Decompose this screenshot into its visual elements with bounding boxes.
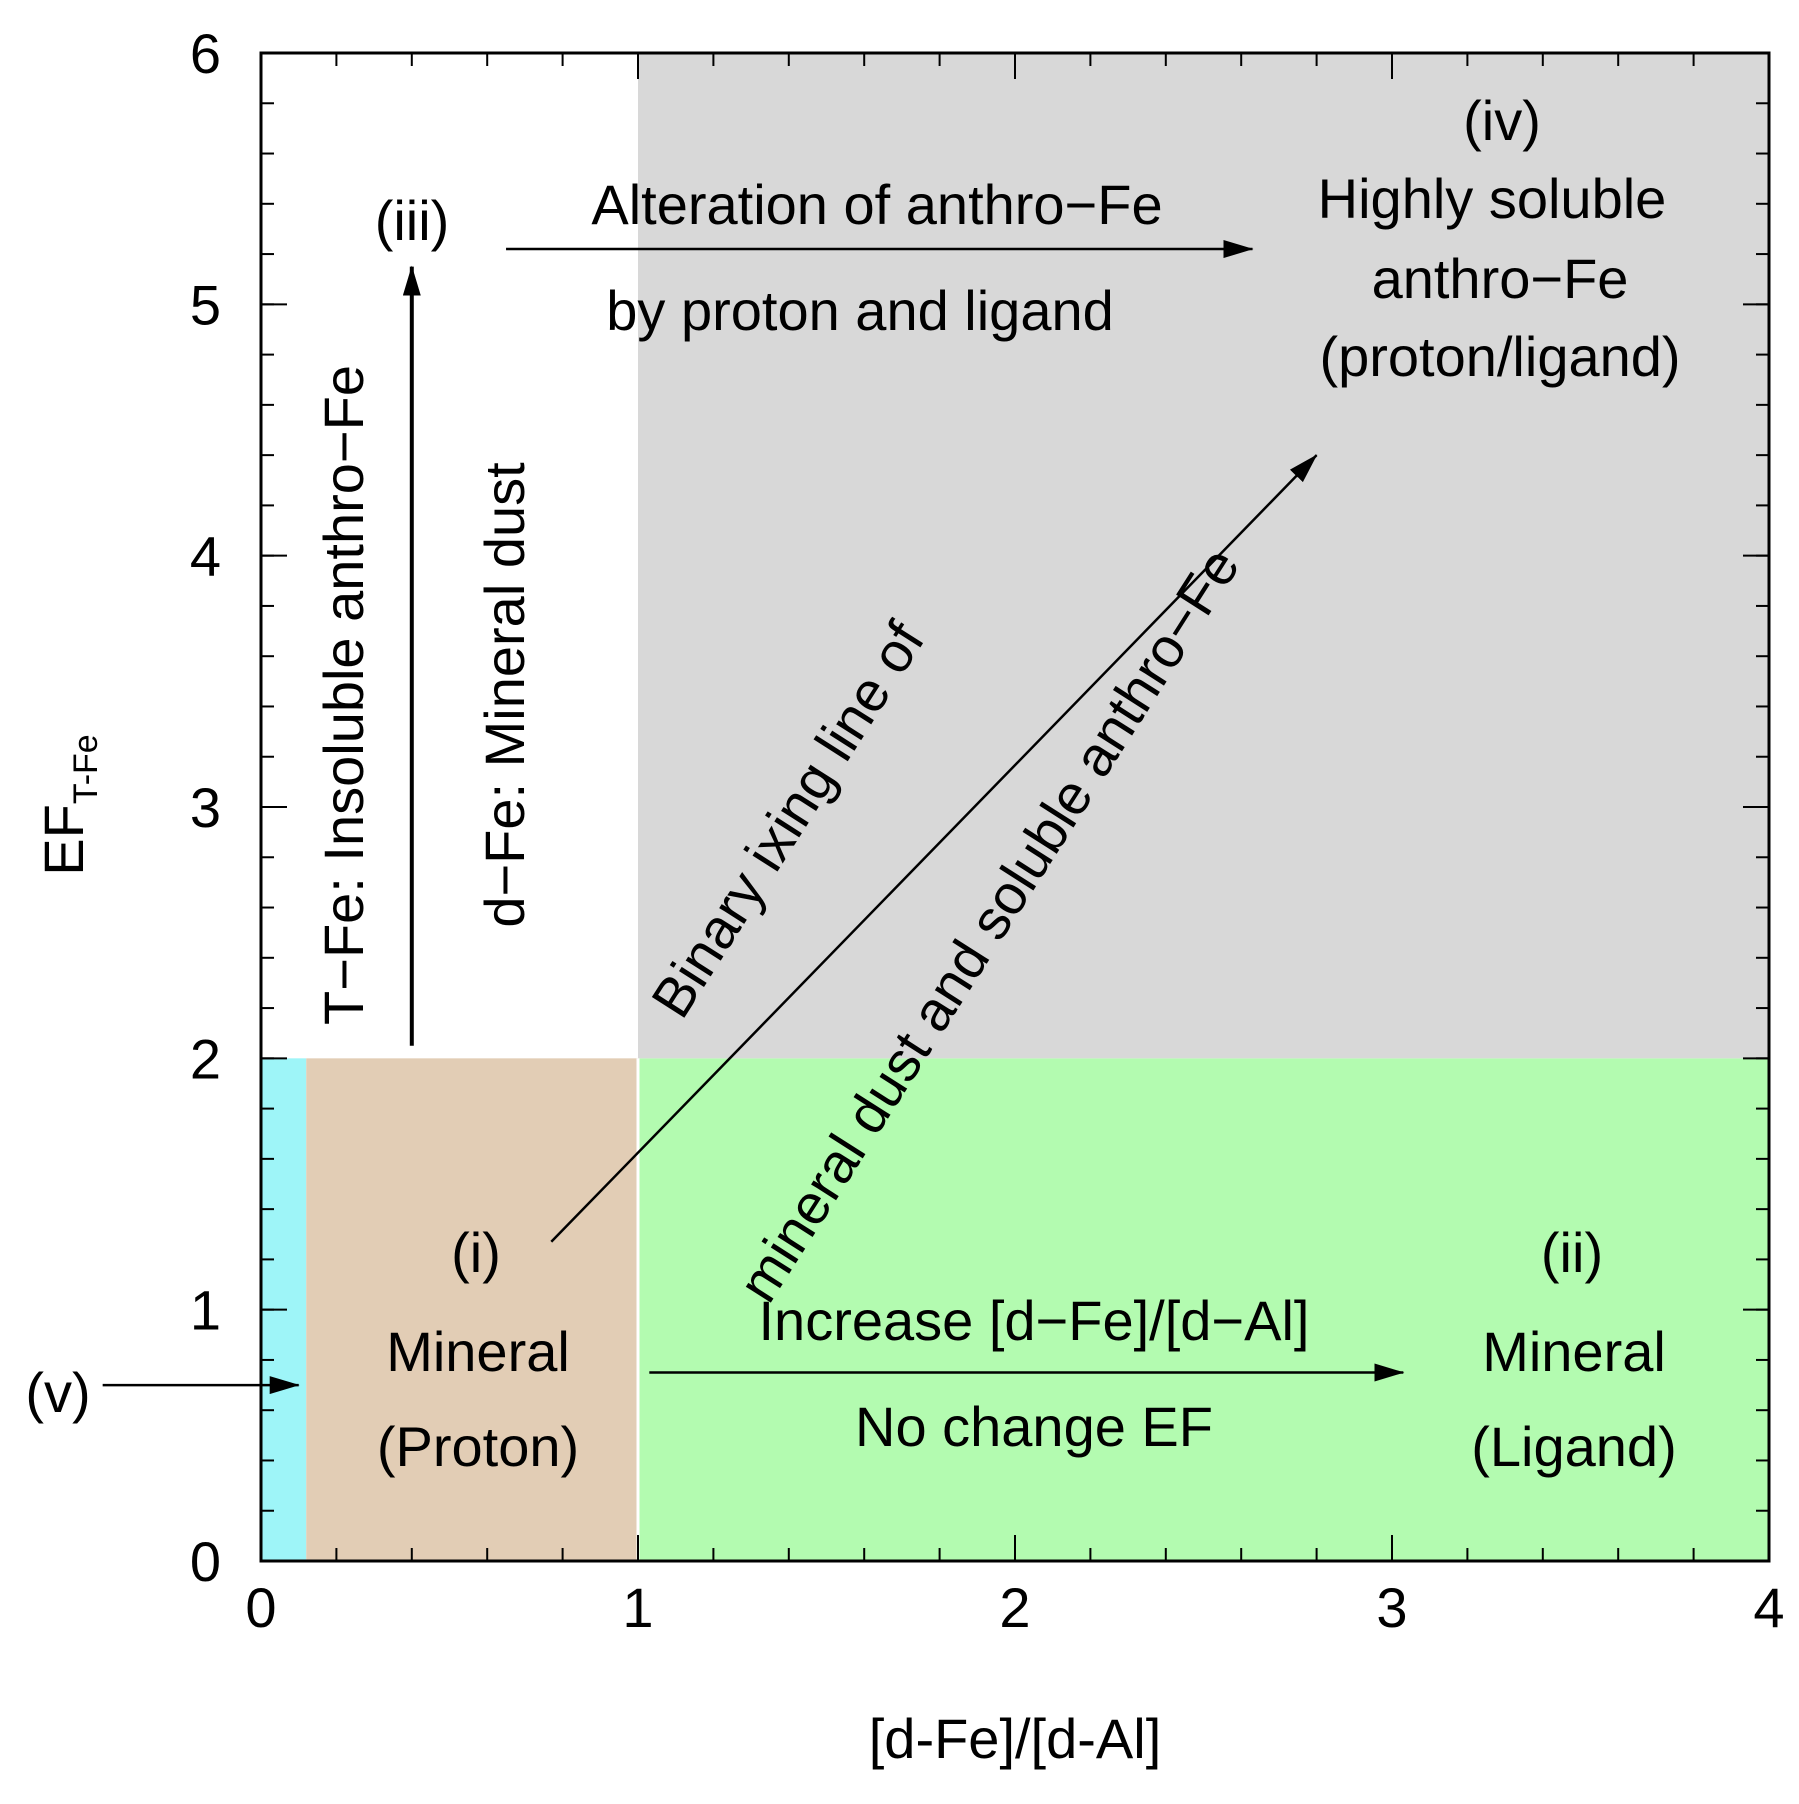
region-2 <box>306 1058 638 1561</box>
label-vertical-tfe: T−Fe: Insoluble anthro−Fe <box>312 365 375 1025</box>
arrow-3 <box>550 454 1318 1243</box>
x-axis-title: [d-Fe]/[d-Al] <box>869 1707 1162 1770</box>
y-tick-label: 0 <box>190 1530 221 1593</box>
y-axis-title-main: EF <box>32 804 95 876</box>
label-region-iii: (iii) <box>375 189 450 252</box>
label-region-i-line2: (Proton) <box>377 1415 579 1478</box>
y-tick-label: 4 <box>190 525 221 588</box>
x-tick-label: 2 <box>999 1576 1030 1639</box>
label-region-i-line1: Mineral <box>386 1320 570 1383</box>
y-axis-title-subscript: T-Fe <box>67 734 105 804</box>
region-3 <box>638 1058 1769 1561</box>
x-tick-label: 1 <box>622 1576 653 1639</box>
y-tick-label: 2 <box>190 1027 221 1090</box>
label-region-iv-line3: (proton/ligand) <box>1319 325 1680 388</box>
label-region-ii-line1: Mineral <box>1482 1320 1666 1383</box>
label-region-ii-line2: (Ligand) <box>1471 1415 1676 1478</box>
label-region-v: (v) <box>25 1361 90 1424</box>
label-alteration-line1: Alteration of anthro−Fe <box>591 173 1162 236</box>
label-region-iv-line2: anthro−Fe <box>1372 247 1629 310</box>
y-axis-title: EFT-Fe <box>32 734 105 875</box>
y-tick-label: 5 <box>190 273 221 336</box>
label-increase-line1: Increase [d−Fe]/[d−Al] <box>759 1289 1310 1352</box>
label-region-i: (i) <box>451 1221 501 1284</box>
label-increase-line2: No change EF <box>855 1395 1213 1458</box>
y-tick-label: 1 <box>190 1279 221 1342</box>
x-tick-label: 3 <box>1376 1576 1407 1639</box>
label-region-ii: (ii) <box>1541 1221 1603 1284</box>
label-alteration-line2: by proton and ligand <box>606 279 1114 342</box>
label-region-iv-line1: Highly soluble <box>1318 167 1667 230</box>
label-region-iv: (iv) <box>1463 89 1541 152</box>
y-tick-label: 3 <box>190 776 221 839</box>
label-vertical-dfe: d−Fe: Mineral dust <box>473 462 536 928</box>
y-tick-label: 6 <box>190 22 221 85</box>
x-tick-label: 4 <box>1753 1576 1784 1639</box>
x-tick-label: 0 <box>245 1576 276 1639</box>
plot-frame <box>259 51 1771 1563</box>
region-4 <box>638 53 1769 1059</box>
